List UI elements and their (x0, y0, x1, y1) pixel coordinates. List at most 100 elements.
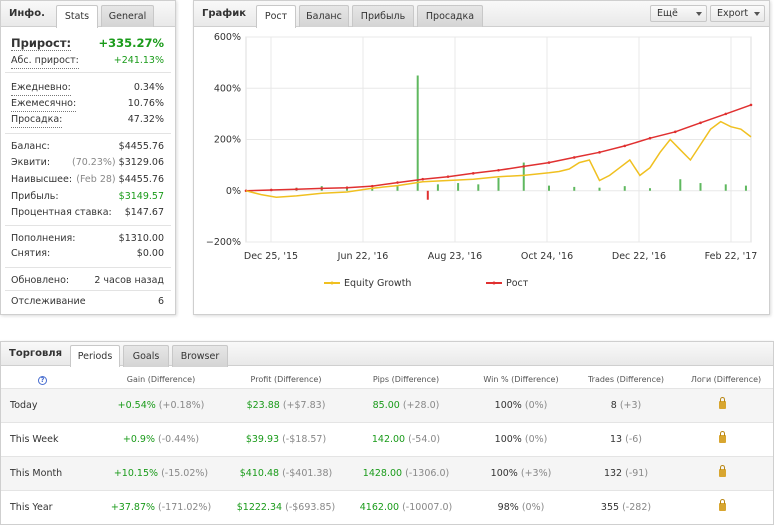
legend-growth-label: Рост (506, 278, 529, 289)
deposits-value: $1310.00 (118, 233, 164, 244)
trades-diff: (-91) (625, 468, 649, 479)
export-button-label: Export (717, 8, 749, 19)
tab-profit[interactable]: Прибыль (352, 5, 414, 27)
growth-point (320, 187, 324, 190)
info-panel-header: Инфо. Stats General (1, 1, 175, 28)
growth-point (724, 112, 728, 116)
win-value: 100% (494, 434, 522, 445)
x-tick-label: Aug 23, '16 (428, 251, 482, 262)
win-value: 100% (494, 400, 522, 411)
profit-diff: (-$18.57) (282, 434, 327, 445)
growth-point (623, 144, 627, 148)
lock-icon[interactable] (719, 431, 726, 443)
deposits-row: Пополнения: $1310.00 (11, 232, 164, 246)
pips-cell: 142.00 (-54.0) (351, 434, 461, 445)
growth-point (522, 165, 526, 168)
info-panel: Инфо. Stats General Прирост: +335.27% Аб… (0, 0, 176, 315)
monthly-row: Ежемесячно: 10.76% (11, 97, 164, 112)
abs-growth-row: Абс. прирост: +241.13% (11, 54, 164, 69)
table-row: This Month +10.15% (-15.02%) $410.48 (-$40… (1, 456, 773, 490)
growth-point (370, 184, 374, 188)
tab-stats[interactable]: Stats (56, 5, 98, 28)
deposits-label: Пополнения: (11, 233, 76, 244)
tab-general[interactable]: General (101, 5, 154, 27)
tab-goals[interactable]: Goals (123, 345, 169, 367)
profit-value: $3149.57 (118, 191, 164, 202)
tracking-value: 6 (157, 296, 164, 307)
tracking-row: Отслеживание 6 (11, 295, 164, 309)
growth-point (421, 177, 425, 181)
trades-value: 13 (609, 434, 623, 445)
profit-cell: $1222.34 (-$693.85) (226, 502, 346, 513)
info-panel-title: Инфо. (9, 8, 45, 19)
x-tick-label: Dec 22, '16 (612, 251, 666, 262)
profit-value: $23.88 (246, 400, 280, 411)
win-value: 100% (490, 468, 518, 479)
win-diff: (0%) (524, 400, 548, 411)
drawdown-value: 47.32% (127, 114, 164, 125)
chart-panel-title: График (202, 8, 246, 19)
highest-row: Наивысшее: (Feb 28) $4455.76 (11, 173, 164, 187)
help-icon[interactable]: ? (38, 376, 47, 385)
lock-icon[interactable] (719, 499, 726, 511)
withdrawals-row: Снятия: $0.00 (11, 247, 164, 261)
profit-value: $39.93 (245, 434, 280, 445)
y-tick-label: 200% (214, 135, 241, 146)
gain-diff: (+0.18%) (158, 400, 205, 411)
growth-point (345, 186, 349, 189)
export-dropdown[interactable]: Export (710, 5, 765, 22)
chart-panel: График Рост Баланс Прибыль Просадка Ещё … (193, 0, 770, 315)
tab-growth[interactable]: Рост (256, 5, 296, 28)
pips-value: 1428.00 (362, 468, 403, 479)
abs-growth-value: +241.13% (113, 55, 164, 66)
highest-label: Наивысшее: (11, 174, 73, 185)
win-cell: 98% (0%) (466, 502, 576, 513)
daily-label[interactable]: Ежедневно: (11, 81, 71, 96)
trades-cell: 8 (+3) (566, 400, 686, 411)
x-tick-label: Feb 22, '17 (705, 251, 758, 262)
tab-balance[interactable]: Баланс (299, 5, 349, 27)
drawdown-label[interactable]: Просадка: (11, 113, 63, 128)
growth-point (648, 136, 652, 140)
win-cell: 100% (+3%) (466, 468, 576, 479)
withdrawals-value: $0.00 (136, 248, 164, 259)
growth-row: Прирост: +335.27% (11, 36, 164, 52)
divider (5, 267, 171, 268)
gain-value: +10.15% (113, 468, 159, 479)
profit-value: $1222.34 (236, 502, 283, 513)
period-label: This Week (10, 434, 59, 445)
trades-diff: (-6) (625, 434, 642, 445)
profit-cell: $410.48 (-$401.38) (226, 468, 346, 479)
growth-point (699, 121, 702, 125)
equity-percent: (70.23%) (71, 157, 116, 168)
monthly-label[interactable]: Ежемесячно: (11, 97, 77, 112)
lock-icon[interactable] (719, 397, 726, 409)
trades-diff: (-282) (622, 502, 652, 513)
profit-cell: $39.93 (-$18.57) (226, 434, 346, 445)
highest-value-group: (Feb 28) $4455.76 (76, 173, 164, 187)
growth-label[interactable]: Прирост: (11, 36, 72, 51)
gain-value: +37.87% (110, 502, 156, 513)
x-tick-label: Oct 24, '16 (521, 251, 573, 262)
daily-value: 0.34% (133, 82, 164, 93)
lock-icon[interactable] (719, 465, 726, 477)
tab-periods[interactable]: Periods (70, 345, 120, 367)
abs-growth-label[interactable]: Абс. прирост: (11, 54, 79, 69)
updated-value: 2 часов назад (94, 275, 164, 286)
equity-row: Эквити: (70.23%) $3129.06 (11, 156, 164, 170)
growth-point (547, 161, 551, 164)
balance-row: Баланс: $4455.76 (11, 140, 164, 154)
growth-point (471, 172, 475, 175)
growth-point (572, 156, 576, 159)
more-dropdown[interactable]: Ещё (650, 5, 707, 22)
pips-value: 4162.00 (359, 502, 400, 513)
tab-browser[interactable]: Browser (172, 345, 228, 367)
pips-value: 85.00 (372, 400, 400, 411)
growth-point (497, 168, 500, 172)
header-gain: Gain (Difference) (126, 375, 196, 384)
trading-panel-title: Торговля (9, 348, 63, 359)
growth-chart: 600% 400% 200% 0% −200%Dec 25, '15 Jun 22, '1… (206, 32, 758, 289)
tab-drawdown[interactable]: Просадка (417, 5, 483, 27)
win-value: 98% (497, 502, 519, 513)
legend-equity-label: Equity Growth (344, 278, 411, 289)
